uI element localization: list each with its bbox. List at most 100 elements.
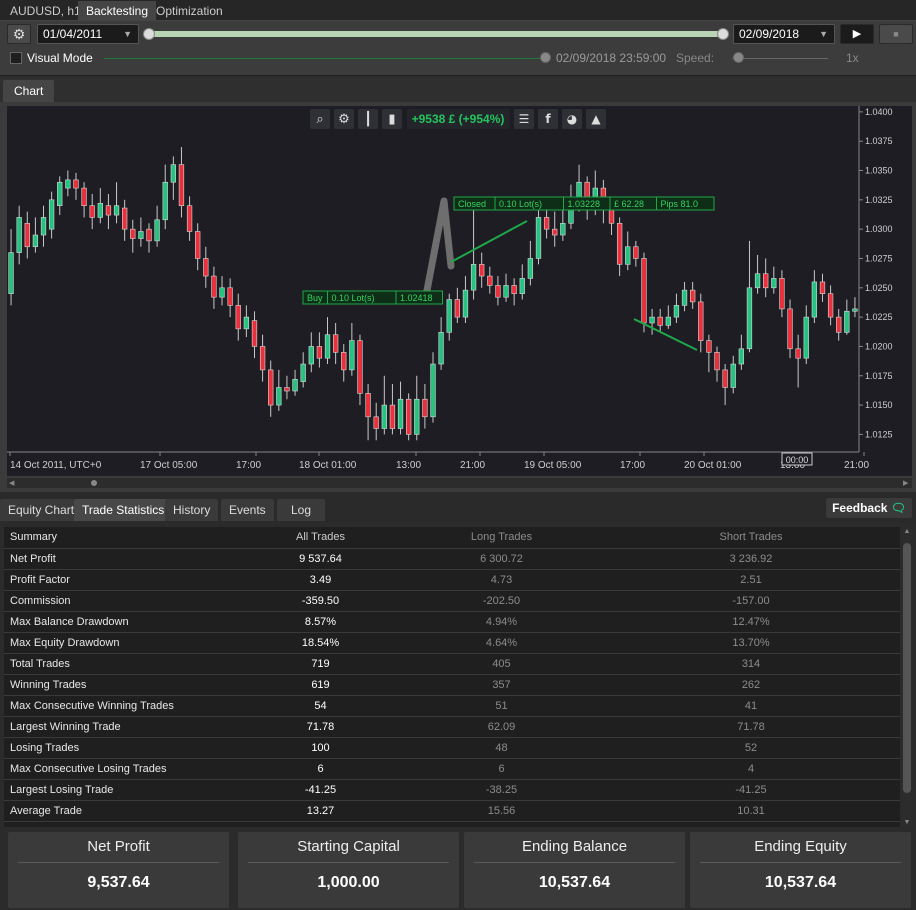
- candle-body[interactable]: [738, 348, 744, 365]
- candle-body[interactable]: [827, 293, 834, 318]
- candle-body[interactable]: [836, 316, 842, 333]
- candles-button[interactable]: [358, 109, 378, 129]
- candle-body[interactable]: [316, 346, 323, 359]
- candle-body[interactable]: [97, 203, 103, 218]
- candle-body[interactable]: [446, 299, 452, 333]
- candle-body[interactable]: [178, 164, 185, 206]
- table-row[interactable]: Net Profit 9 537.64 6 300.72 3 236.92: [4, 548, 900, 570]
- progress-handle[interactable]: [540, 52, 551, 63]
- table-row[interactable]: Profit Factor 3.49 4.73 2.51: [4, 569, 900, 591]
- candle-body[interactable]: [681, 289, 688, 306]
- candle-body[interactable]: [657, 316, 663, 326]
- table-row[interactable]: Total Trades 719 405 314: [4, 653, 900, 675]
- scroll-thumb[interactable]: [91, 480, 97, 486]
- scroll-left-icon[interactable]: ◀: [9, 480, 15, 487]
- play-button[interactable]: ▶: [840, 24, 874, 44]
- candle-body[interactable]: [162, 181, 168, 221]
- candle-body[interactable]: [495, 285, 501, 298]
- candle-body[interactable]: [787, 308, 793, 350]
- candle-body[interactable]: [454, 299, 460, 318]
- candle-body[interactable]: [300, 363, 306, 382]
- candle-body[interactable]: [284, 387, 290, 392]
- candle-body[interactable]: [519, 278, 525, 294]
- candle-body[interactable]: [795, 348, 801, 359]
- candle-body[interactable]: [511, 285, 517, 294]
- candle-body[interactable]: [251, 320, 258, 347]
- candle-body[interactable]: [195, 231, 201, 259]
- candle-body[interactable]: [560, 222, 566, 236]
- candle-body[interactable]: [479, 264, 485, 277]
- visual-mode-checkbox[interactable]: [10, 52, 22, 64]
- candle-body[interactable]: [844, 310, 850, 333]
- range-start-handle[interactable]: [143, 28, 155, 40]
- candle-body[interactable]: [16, 217, 22, 253]
- candle-body[interactable]: [673, 305, 680, 318]
- zoom-button[interactable]: [310, 109, 330, 129]
- candle-body[interactable]: [852, 308, 858, 312]
- table-row[interactable]: Max Consecutive Losing Trades 6 6 4: [4, 758, 900, 780]
- candle-body[interactable]: [170, 164, 176, 183]
- candle-body[interactable]: [259, 346, 266, 371]
- tab-events[interactable]: Events: [221, 499, 274, 521]
- export-button[interactable]: [586, 109, 606, 129]
- tab-equity-chart[interactable]: Equity Chart: [0, 499, 83, 521]
- candle-body[interactable]: [113, 205, 120, 216]
- candle-body[interactable]: [138, 231, 144, 239]
- candle-body[interactable]: [462, 289, 469, 318]
- candle-body[interactable]: [771, 278, 777, 289]
- candle-body[interactable]: [81, 187, 87, 206]
- table-row[interactable]: Max Equity Drawdown 18.54% 4.64% 13.70%: [4, 632, 900, 654]
- candle-body[interactable]: [146, 228, 152, 242]
- candle-body[interactable]: [381, 404, 387, 429]
- date-range-track[interactable]: [148, 31, 724, 37]
- candle-body[interactable]: [211, 275, 217, 298]
- candle-body[interactable]: [219, 287, 225, 298]
- tab-log[interactable]: Log: [277, 499, 325, 521]
- candle-body[interactable]: [65, 179, 71, 189]
- candle-body[interactable]: [535, 217, 542, 259]
- candle-body[interactable]: [754, 273, 761, 289]
- candle-body[interactable]: [470, 264, 477, 291]
- candle-body[interactable]: [406, 398, 412, 435]
- candle-body[interactable]: [332, 334, 339, 353]
- feedback-button[interactable]: Feedback 🗨: [826, 498, 912, 518]
- candle-body[interactable]: [803, 316, 809, 359]
- table-scroll-thumb[interactable]: [903, 543, 911, 793]
- table-row[interactable]: Max Consecutive Winning Trades 54 51 41: [4, 695, 900, 717]
- candle-body[interactable]: [641, 258, 647, 324]
- candle-body[interactable]: [397, 398, 404, 429]
- facebook-button[interactable]: [538, 109, 558, 129]
- candle-body[interactable]: [633, 246, 639, 259]
- table-vertical-scrollbar[interactable]: ▲ ▼: [902, 527, 912, 827]
- candle-body[interactable]: [24, 222, 30, 248]
- candle-body[interactable]: [292, 378, 298, 392]
- candle-body[interactable]: [763, 273, 769, 289]
- stop-button[interactable]: ■: [879, 24, 913, 44]
- table-row[interactable]: Losing Trades 100 48 52: [4, 737, 900, 759]
- tab-backtesting[interactable]: Backtesting: [78, 1, 157, 21]
- candle-body[interactable]: [57, 181, 63, 206]
- table-row[interactable]: Average Trade 13.27 15.56 10.31: [4, 800, 900, 822]
- candle-body[interactable]: [276, 387, 282, 406]
- candle-body[interactable]: [552, 228, 558, 236]
- candle-body[interactable]: [389, 404, 396, 429]
- candle-body[interactable]: [154, 219, 160, 242]
- table-row[interactable]: Winning Trades 619 357 262: [4, 674, 900, 696]
- tab-optimization[interactable]: Optimization: [156, 4, 223, 18]
- candle-body[interactable]: [186, 205, 193, 232]
- candle-body[interactable]: [40, 217, 47, 236]
- candle-body[interactable]: [32, 234, 39, 248]
- settings-button[interactable]: ⚙: [7, 24, 31, 44]
- candle-body[interactable]: [714, 352, 720, 371]
- candle-body[interactable]: [665, 316, 671, 326]
- candle-body[interactable]: [649, 316, 655, 324]
- scroll-up-icon[interactable]: ▲: [903, 528, 911, 535]
- candle-body[interactable]: [324, 334, 331, 359]
- scroll-right-icon[interactable]: ▶: [903, 480, 909, 487]
- table-row[interactable]: Largest Losing Trade -41.25 -38.25 -41.25: [4, 779, 900, 801]
- candle-body[interactable]: [430, 363, 436, 418]
- table-row[interactable]: Largest Winning Trade 71.78 62.09 71.78: [4, 716, 900, 738]
- candle-body[interactable]: [730, 363, 736, 388]
- candle-body[interactable]: [616, 222, 623, 265]
- candle-body[interactable]: [706, 340, 712, 353]
